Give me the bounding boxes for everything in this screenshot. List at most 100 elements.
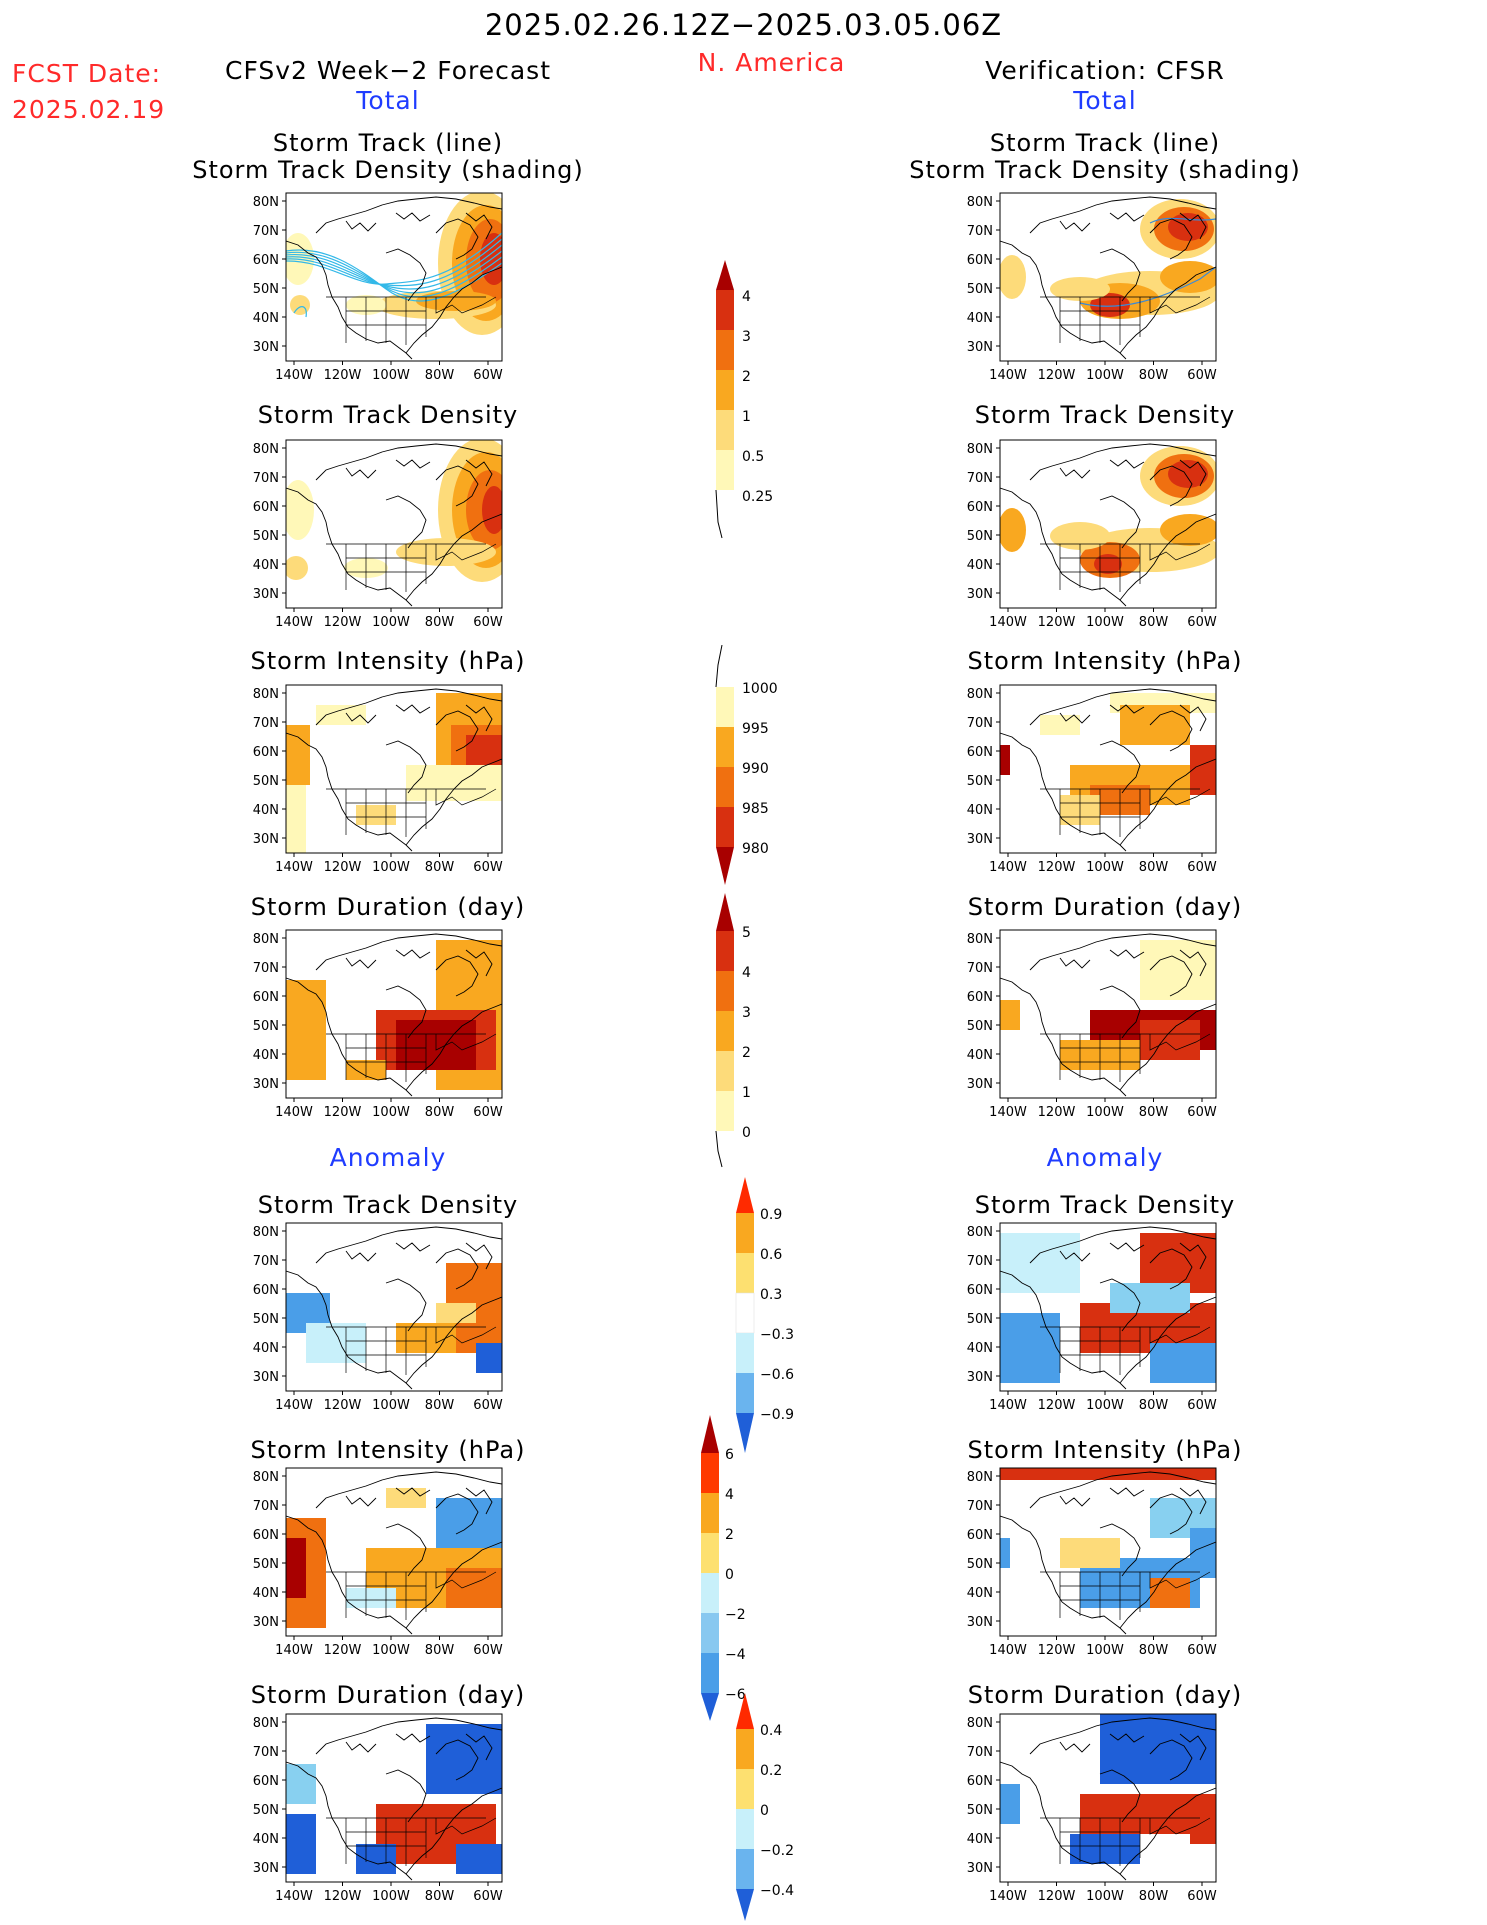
svg-text:140W: 140W: [989, 615, 1027, 630]
svg-text:60W: 60W: [1187, 368, 1217, 383]
svg-text:100W: 100W: [1086, 860, 1124, 875]
forecast-total-label: Total: [356, 86, 420, 115]
svg-text:60W: 60W: [1187, 860, 1217, 875]
svg-text:60N: 60N: [253, 500, 279, 515]
svg-text:100W: 100W: [1086, 1398, 1124, 1413]
svg-text:70N: 70N: [253, 1499, 279, 1514]
svg-text:70N: 70N: [967, 224, 993, 239]
svg-text:50N: 50N: [253, 282, 279, 297]
svg-text:50N: 50N: [253, 1557, 279, 1572]
svg-text:40N: 40N: [967, 1341, 993, 1356]
verification-anomaly-label: Anomaly: [1046, 1143, 1164, 1172]
svg-text:60W: 60W: [473, 368, 503, 383]
colorbar-duration-anom: 0.4 0.2 0 −0.2 −0.4: [736, 1693, 794, 1921]
svg-text:60N: 60N: [253, 1528, 279, 1543]
fc-duration-title: Storm Duration (day): [250, 893, 526, 921]
svg-text:0.6: 0.6: [760, 1247, 782, 1263]
svg-text:120W: 120W: [1038, 1105, 1076, 1120]
fc-track-title: Storm Track (line) Storm Track Density (…: [192, 129, 584, 184]
svg-text:−0.9: −0.9: [760, 1407, 794, 1423]
svg-text:80W: 80W: [1139, 1105, 1169, 1120]
svg-text:120W: 120W: [1038, 615, 1076, 630]
svg-text:80N: 80N: [253, 442, 279, 457]
svg-text:990: 990: [742, 761, 769, 777]
svg-text:80W: 80W: [425, 368, 455, 383]
svg-text:140W: 140W: [275, 1398, 313, 1413]
fc-density-map: 80N 70N 60N 50N 40N 30N 140W 120W 100W 80W 60W: [253, 439, 503, 630]
svg-text:60N: 60N: [253, 990, 279, 1005]
svg-text:100W: 100W: [1086, 1105, 1124, 1120]
forecast-date-block: FCST Date: 2025.02.19: [12, 56, 165, 128]
svg-text:60W: 60W: [1187, 1398, 1217, 1413]
vf-duration-map: 80N 70N 60N 50N 40N 30N 140W 120W 100W 80W 60W: [967, 929, 1217, 1120]
vf-density-anom-title: Storm Track Density: [974, 1191, 1236, 1219]
fc-duration-anom-title: Storm Duration (day): [250, 1681, 526, 1709]
svg-text:40N: 40N: [253, 1586, 279, 1601]
svg-text:70N: 70N: [967, 471, 993, 486]
svg-text:80N: 80N: [253, 687, 279, 702]
svg-text:70N: 70N: [253, 1745, 279, 1760]
svg-text:80N: 80N: [967, 1225, 993, 1240]
svg-text:−4: −4: [725, 1647, 746, 1663]
svg-text:30N: 30N: [967, 1861, 993, 1876]
svg-text:60N: 60N: [253, 1774, 279, 1789]
svg-text:30N: 30N: [253, 1370, 279, 1385]
svg-text:100W: 100W: [372, 615, 410, 630]
svg-text:6: 6: [725, 1447, 734, 1463]
vf-duration-anom-map: 80N 70N 60N 50N 40N 30N 140W 120W 100W 80W 60W: [967, 1713, 1217, 1904]
svg-text:120W: 120W: [324, 368, 362, 383]
svg-text:80N: 80N: [253, 932, 279, 947]
svg-text:0.4: 0.4: [760, 1723, 782, 1739]
vf-density-anom-map: 80N 70N 60N 50N 40N 30N 140W 120W 100W 80W 60W: [967, 1222, 1217, 1413]
svg-text:80W: 80W: [425, 1643, 455, 1658]
svg-text:30N: 30N: [253, 1615, 279, 1630]
vf-track-map: 80N 70N 60N 50N 40N 30N 140W 120W 100W 80W 60W: [967, 192, 1217, 383]
svg-text:60W: 60W: [1187, 1643, 1217, 1658]
forecast-column-title: CFSv2 Week−2 Forecast: [225, 56, 551, 85]
vf-density-map: 80N 70N 60N 50N 40N 30N 140W 120W 100W 80W 60W: [967, 439, 1217, 630]
svg-text:50N: 50N: [967, 1019, 993, 1034]
svg-text:140W: 140W: [275, 615, 313, 630]
svg-text:30N: 30N: [253, 1077, 279, 1092]
fc-density-title: Storm Track Density: [257, 401, 519, 429]
svg-text:70N: 70N: [253, 224, 279, 239]
svg-text:70N: 70N: [253, 1254, 279, 1269]
svg-text:100W: 100W: [372, 1398, 410, 1413]
svg-text:100W: 100W: [372, 1643, 410, 1658]
svg-text:40N: 40N: [967, 1832, 993, 1847]
svg-text:40N: 40N: [967, 558, 993, 573]
svg-text:40N: 40N: [253, 1832, 279, 1847]
region-title: N. America: [697, 48, 846, 77]
svg-text:70N: 70N: [967, 1499, 993, 1514]
svg-text:80W: 80W: [1139, 368, 1169, 383]
svg-text:60N: 60N: [967, 1774, 993, 1789]
svg-text:80N: 80N: [253, 1225, 279, 1240]
svg-text:50N: 50N: [967, 282, 993, 297]
svg-text:30N: 30N: [967, 1077, 993, 1092]
svg-text:80N: 80N: [967, 932, 993, 947]
svg-text:0.25: 0.25: [742, 489, 773, 505]
svg-text:0.3: 0.3: [760, 1287, 782, 1303]
svg-text:70N: 70N: [967, 716, 993, 731]
forecast-anomaly-label: Anomaly: [329, 1143, 447, 1172]
svg-text:80N: 80N: [967, 1470, 993, 1485]
svg-text:4: 4: [725, 1487, 734, 1503]
vf-intensity-title: Storm Intensity (hPa): [967, 647, 1243, 675]
svg-text:70N: 70N: [967, 1254, 993, 1269]
svg-text:80N: 80N: [253, 195, 279, 210]
svg-text:50N: 50N: [253, 1312, 279, 1327]
svg-text:2: 2: [725, 1527, 734, 1543]
svg-text:985: 985: [742, 801, 769, 817]
colorbar-density-anom: 0.9 0.6 0.3 −0.3 −0.6 −0.9: [735, 1177, 794, 1453]
vf-intensity-anom-title: Storm Intensity (hPa): [967, 1436, 1243, 1464]
svg-text:120W: 120W: [324, 1398, 362, 1413]
fc-density-anom-title: Storm Track Density: [257, 1191, 519, 1219]
svg-text:100W: 100W: [1086, 1889, 1124, 1904]
svg-text:40N: 40N: [253, 1048, 279, 1063]
svg-text:140W: 140W: [989, 1398, 1027, 1413]
svg-text:0: 0: [760, 1803, 769, 1819]
svg-text:80N: 80N: [967, 1716, 993, 1731]
svg-text:30N: 30N: [253, 1861, 279, 1876]
svg-text:30N: 30N: [253, 340, 279, 355]
svg-text:60W: 60W: [473, 1889, 503, 1904]
